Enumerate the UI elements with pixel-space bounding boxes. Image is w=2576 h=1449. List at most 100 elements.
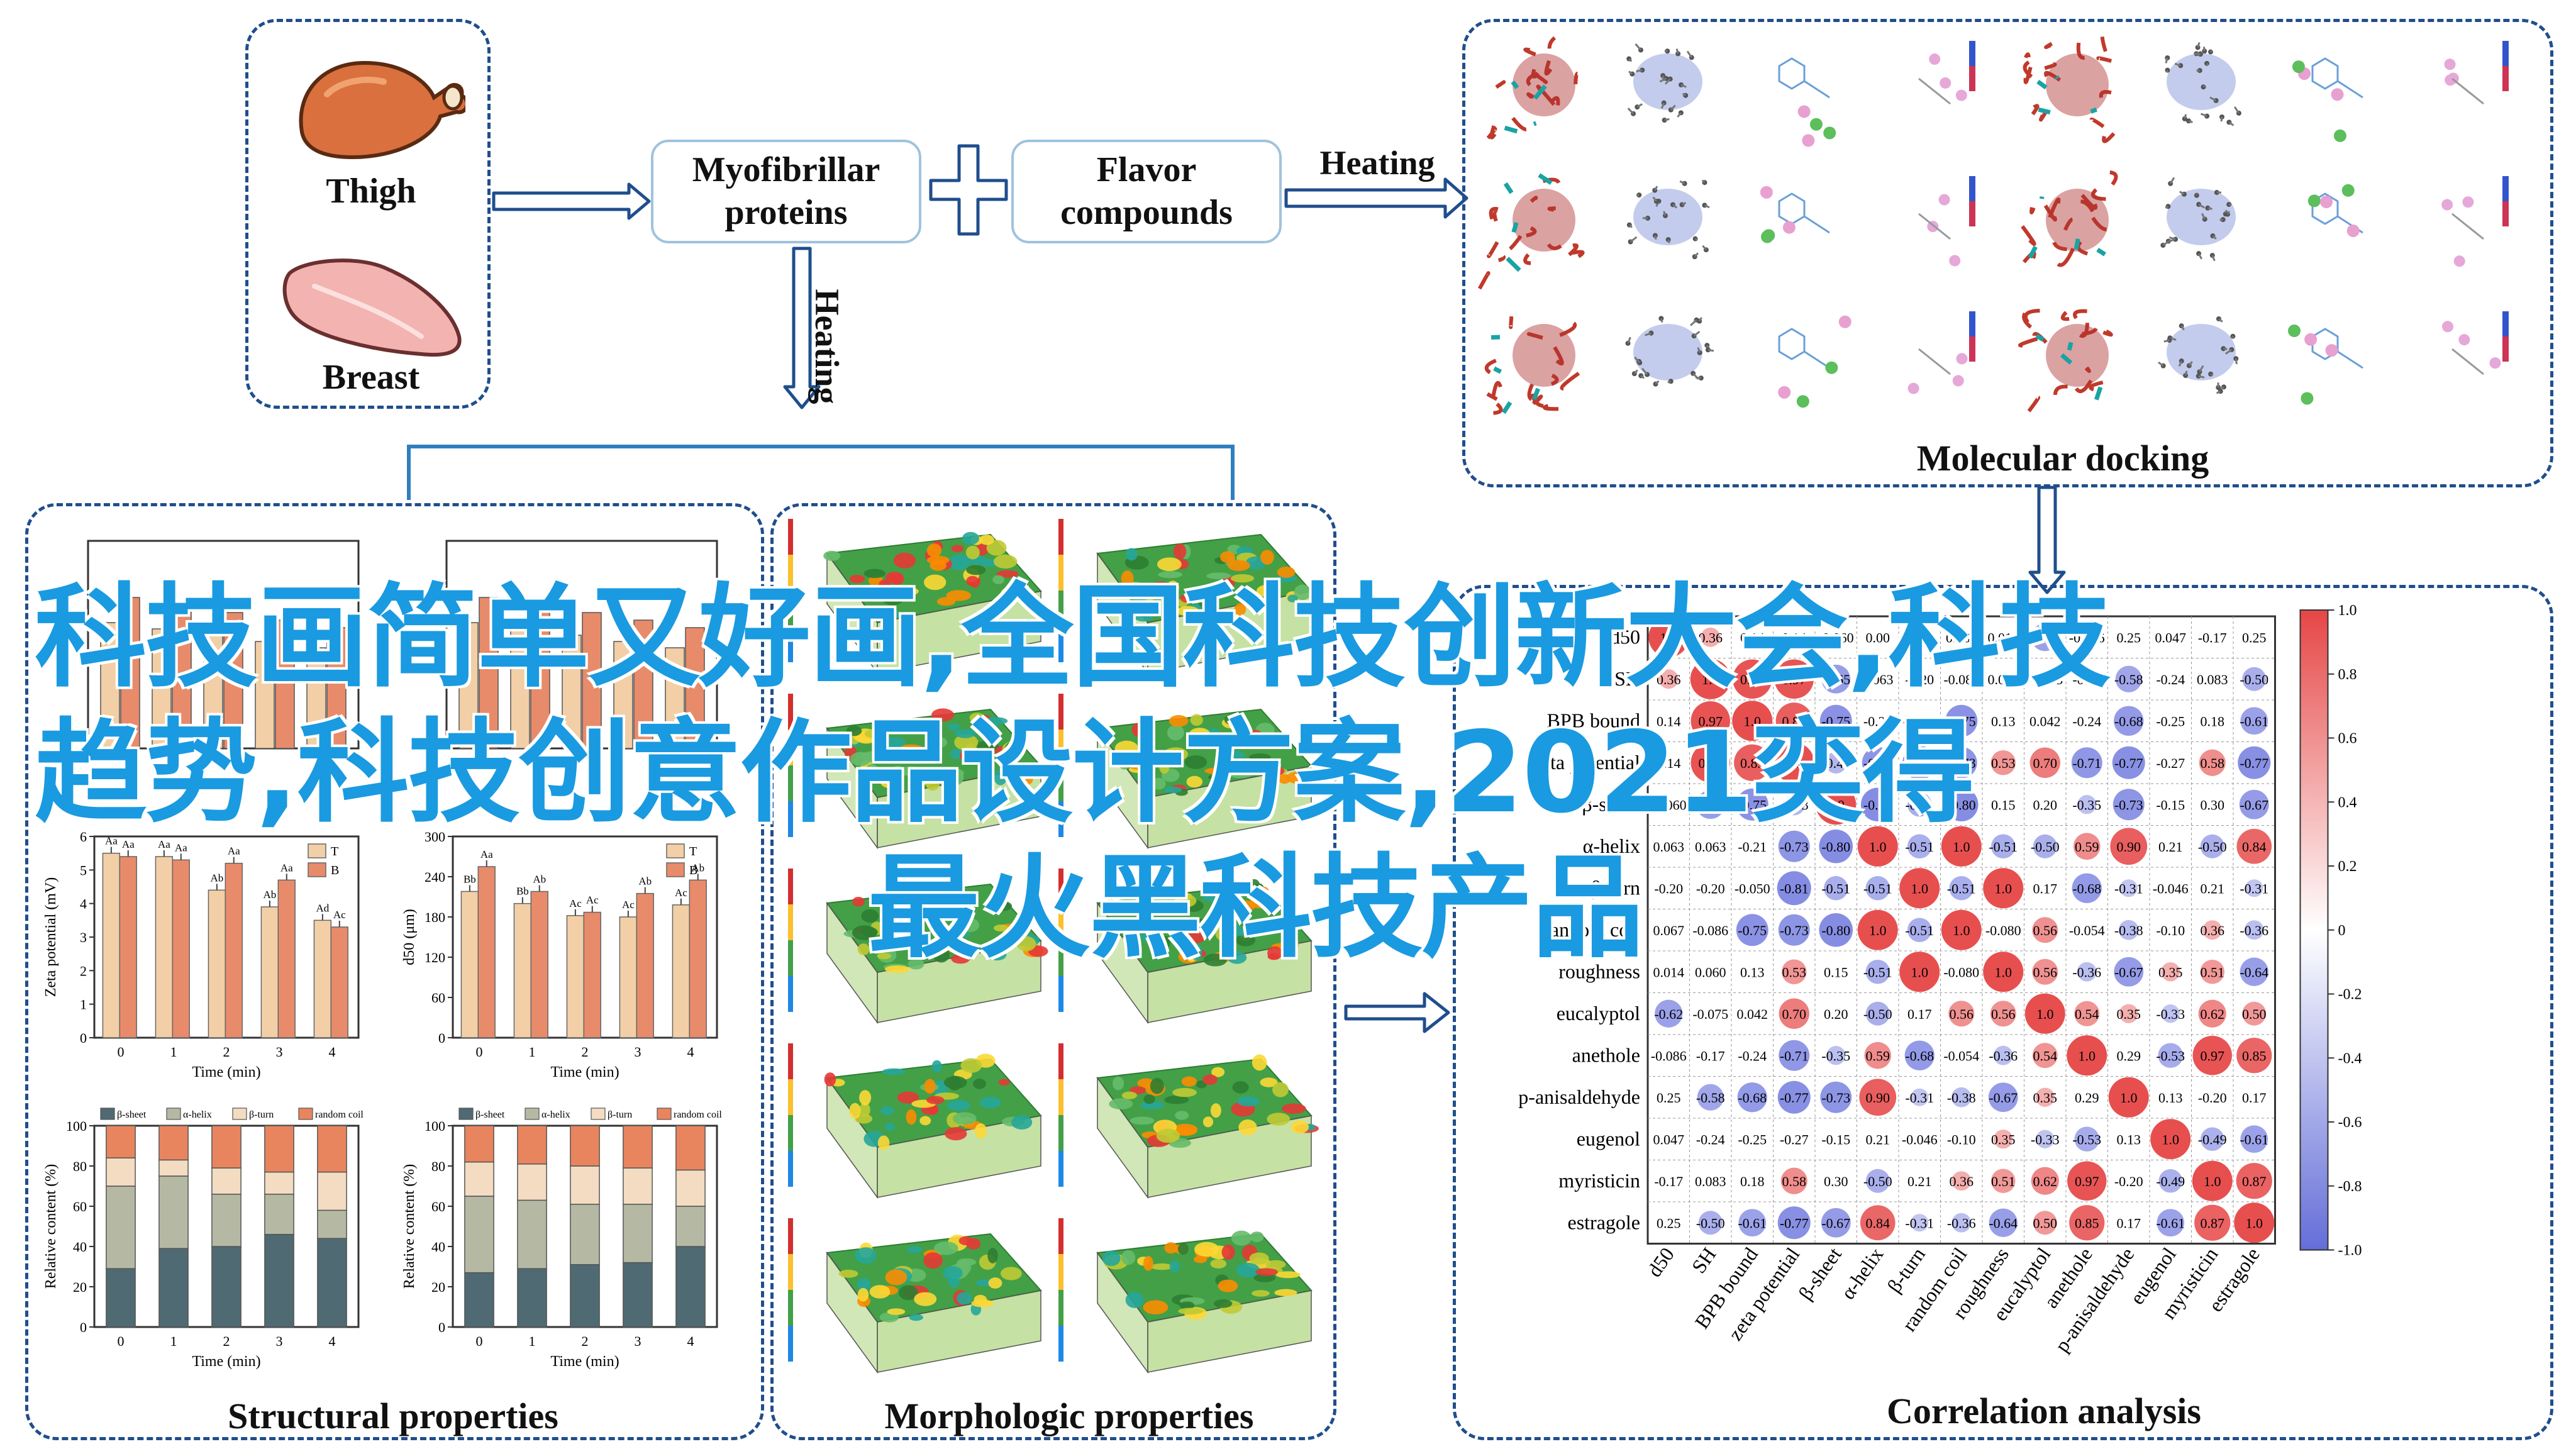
correlation-circle	[1941, 826, 1982, 867]
surface-plot	[1058, 694, 1316, 850]
row-label: d50	[1610, 625, 1640, 648]
correlation-value: -0.050	[1902, 713, 1938, 729]
correlation-circle	[1864, 1041, 1892, 1069]
correlation-value: 0.063	[1862, 672, 1894, 687]
correlation-value: 1.0	[1995, 964, 2012, 980]
correlation-value: 0.21	[2201, 880, 2225, 896]
correlation-circle	[1907, 918, 1932, 943]
correlation-value: 0.063	[1653, 839, 1685, 855]
y-tick-label: 20	[431, 1279, 445, 1295]
surface-plot	[788, 694, 1042, 850]
correlation-value: -0.10	[2156, 923, 2185, 938]
structural-caption: Structural properties	[228, 1396, 558, 1436]
stacked-segment	[211, 1125, 242, 1169]
stacked-segment	[464, 1125, 494, 1163]
correlation-circle	[1859, 1079, 1897, 1116]
correlation-value: 0.70	[2033, 755, 2058, 771]
correlation-value: 0.58	[1782, 1174, 1807, 1189]
x-axis-label: Time (min)	[192, 1353, 260, 1370]
bar-letter-label: Ac	[622, 899, 635, 911]
correlation-value: -0.73	[1947, 755, 1976, 771]
correlation-circle	[1737, 1082, 1767, 1113]
x-tick-label: 1	[170, 1333, 177, 1349]
correlation-value: 0.13	[1991, 713, 2016, 729]
bar-letter-label: Aa	[122, 838, 135, 850]
correlation-circle	[1777, 1206, 1811, 1240]
arrow-heating-right-icon	[1284, 177, 1468, 219]
arrow-heating-down-icon	[783, 247, 821, 409]
correlation-circle	[2244, 920, 2264, 940]
stacked-segment	[675, 1169, 706, 1207]
correlation-circle	[1951, 1171, 1972, 1191]
y-tick-label: 40	[431, 1239, 445, 1255]
correlation-value: -0.67	[2240, 797, 2268, 813]
surface-plot	[1058, 1218, 1313, 1374]
correlation-value: -0.080	[1985, 923, 2021, 938]
stacked-segment	[211, 1194, 242, 1247]
y-axis-label: Relative content (%)	[401, 1164, 418, 1289]
row-label: SH	[1614, 667, 1640, 690]
correlation-value: 0.56	[2033, 923, 2058, 938]
correlation-circle	[1899, 868, 1940, 909]
correlation-value: -0.77	[1780, 1090, 1809, 1106]
correlation-value: 1.0	[1869, 923, 1887, 938]
correlation-value: 0.59	[2075, 839, 2099, 855]
correlation-circle	[2032, 1043, 2058, 1069]
correlation-value: -0.086	[2069, 630, 2105, 645]
colorbar-tick-label: -1.0	[2338, 1243, 2362, 1259]
y-tick-label: 0	[80, 1030, 87, 1046]
correlation-value: 0.35	[2117, 1006, 2141, 1022]
correlation-value: -0.31	[2240, 880, 2268, 896]
bar-letter-label: Ab	[533, 873, 546, 885]
bar-letter-label: Bb	[464, 873, 476, 885]
docking-thumbnail	[2442, 311, 2509, 375]
bar	[530, 891, 548, 1038]
heating-down-label: Heating	[808, 289, 846, 404]
correlation-circle	[1779, 1040, 1810, 1071]
correlation-circle	[2033, 1211, 2057, 1235]
correlation-circle	[1698, 1211, 1723, 1235]
correlation-value: -0.68	[1905, 1048, 1934, 1063]
correlation-value: -0.21	[1863, 713, 1892, 729]
colorbar-tick-label: 0	[2338, 923, 2346, 939]
correlation-circle	[2110, 828, 2148, 865]
surface-plot	[1058, 869, 1313, 1024]
correlation-value: -0.086	[1943, 672, 1979, 687]
surface-plot	[1058, 519, 1313, 675]
correlation-value: 0.89	[1740, 755, 1765, 771]
breast-label: Breast	[322, 358, 420, 397]
correlation-circle	[1990, 1169, 2016, 1194]
correlation-circle	[2240, 957, 2268, 986]
correlation-circle	[1738, 1209, 1767, 1237]
docking-thumbnail	[2441, 176, 2509, 267]
correlation-circle	[1951, 1213, 1972, 1233]
correlation-value: 0.35	[1991, 1131, 2016, 1147]
correlation-value: -0.24	[1738, 1048, 1767, 1063]
correlation-circle	[2077, 795, 2097, 814]
correlation-value: -0.050	[1735, 880, 1770, 896]
correlation-value: -0.20	[2198, 1090, 2227, 1106]
correlation-value: -0.73	[1863, 755, 1892, 771]
legend-label: β-turn	[249, 1109, 274, 1120]
stacked-segment	[264, 1171, 294, 1195]
x-axis-label: Time (min)	[192, 1064, 260, 1080]
colorbar-tick-label: 0.4	[2338, 794, 2357, 811]
colorbar-tick-label: 0.6	[2338, 731, 2357, 747]
correlation-value: 1.0	[2204, 1174, 2221, 1189]
correlation-circle	[1994, 1130, 2013, 1149]
breast-icon	[282, 258, 462, 357]
correlation-circle	[1904, 1040, 1935, 1070]
y-tick-label: 100	[425, 1118, 445, 1134]
correlation-circle	[2035, 1087, 2055, 1107]
correlation-value: 0.29	[2117, 1048, 2141, 1063]
docking-thumbnail	[1760, 186, 1830, 243]
stacked-segment	[464, 1196, 494, 1274]
x-tick-label: 2	[223, 1333, 230, 1349]
correlation-value: 0.97	[2201, 1048, 2225, 1063]
correlation-circle	[1825, 752, 1847, 774]
legend-swatch	[666, 843, 685, 858]
correlation-circle	[1941, 909, 1982, 950]
correlation-circle	[1860, 787, 1895, 822]
y-tick-label: 40	[73, 1239, 87, 1255]
correlation-value: 0.30	[1824, 1174, 1848, 1189]
